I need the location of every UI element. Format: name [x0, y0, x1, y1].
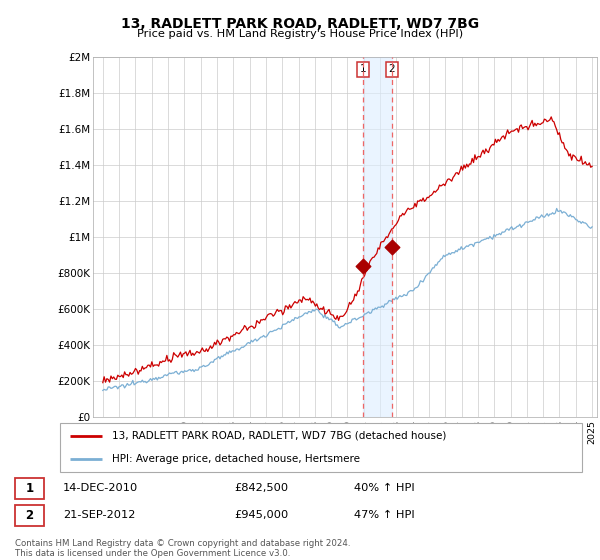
Text: 13, RADLETT PARK ROAD, RADLETT, WD7 7BG: 13, RADLETT PARK ROAD, RADLETT, WD7 7BG	[121, 17, 479, 31]
Text: Contains HM Land Registry data © Crown copyright and database right 2024.
This d: Contains HM Land Registry data © Crown c…	[15, 539, 350, 558]
FancyBboxPatch shape	[60, 423, 582, 472]
Bar	[363, 57, 392, 417]
Point	[358, 261, 368, 270]
Text: 14-DEC-2010: 14-DEC-2010	[63, 483, 138, 493]
Text: 13, RADLETT PARK ROAD, RADLETT, WD7 7BG (detached house): 13, RADLETT PARK ROAD, RADLETT, WD7 7BG …	[112, 431, 446, 441]
Text: 40% ↑ HPI: 40% ↑ HPI	[354, 483, 415, 493]
Text: £945,000: £945,000	[234, 510, 288, 520]
Text: HPI: Average price, detached house, Hertsmere: HPI: Average price, detached house, Hert…	[112, 454, 360, 464]
Text: 47% ↑ HPI: 47% ↑ HPI	[354, 510, 415, 520]
Point	[387, 242, 397, 251]
Text: 1: 1	[25, 482, 34, 495]
Text: 2: 2	[25, 508, 34, 522]
Text: 21-SEP-2012: 21-SEP-2012	[63, 510, 136, 520]
Text: 2: 2	[388, 64, 395, 74]
Text: £842,500: £842,500	[234, 483, 288, 493]
Text: Price paid vs. HM Land Registry's House Price Index (HPI): Price paid vs. HM Land Registry's House …	[137, 29, 463, 39]
Text: 1: 1	[359, 64, 366, 74]
